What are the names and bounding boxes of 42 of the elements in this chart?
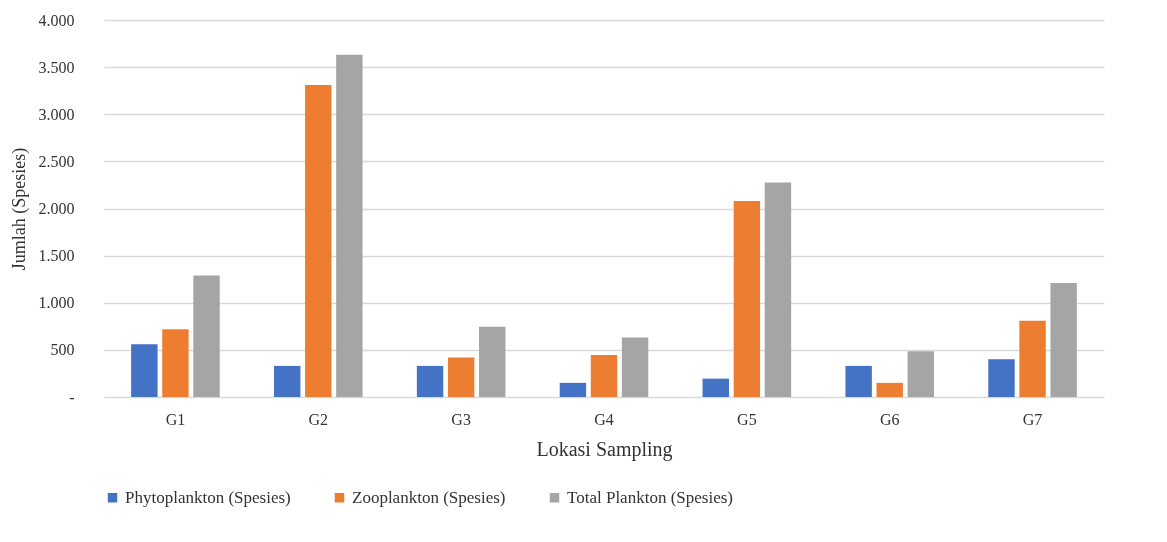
bar xyxy=(274,365,301,397)
y-tick-label: 2.500 xyxy=(38,152,75,170)
legend-label: Phytoplankton (Spesies) xyxy=(125,487,291,507)
y-tick-label: 3.000 xyxy=(38,105,75,123)
x-tick-label: G3 xyxy=(451,410,471,428)
y-tick-label: 3.500 xyxy=(38,58,75,76)
bar xyxy=(447,357,475,397)
bar xyxy=(764,182,792,397)
bar xyxy=(131,344,158,397)
bar xyxy=(988,359,1015,397)
legend-label: Total Plankton (Spesies) xyxy=(567,487,733,507)
x-tick-label: G4 xyxy=(594,410,614,428)
bar xyxy=(193,275,220,397)
x-tick-label: G2 xyxy=(308,410,329,428)
x-tick-label: G1 xyxy=(165,410,186,428)
bar xyxy=(702,378,729,397)
y-tick-label: 1.000 xyxy=(38,294,75,312)
bar xyxy=(876,382,903,397)
y-tick-label: 1.500 xyxy=(38,247,75,265)
bar xyxy=(416,365,444,397)
y-tick-label: 4.000 xyxy=(38,11,75,29)
bar xyxy=(590,355,618,397)
bar xyxy=(559,382,587,397)
bar xyxy=(845,365,872,397)
bar xyxy=(907,351,934,397)
x-tick-label: G6 xyxy=(879,410,900,428)
bar xyxy=(305,85,332,397)
bar xyxy=(1019,320,1046,397)
bar xyxy=(479,326,506,397)
y-tick-label: 500 xyxy=(50,341,75,359)
y-tick-label: - xyxy=(69,388,75,406)
bar xyxy=(1050,282,1077,397)
bar xyxy=(336,54,363,397)
x-axis-title: Lokasi Sampling xyxy=(536,437,673,461)
legend-label: Zooplankton (Spesies) xyxy=(352,487,506,507)
y-axis-title: Jumlah (Spesies) xyxy=(8,147,30,271)
x-tick-label: G5 xyxy=(737,410,757,428)
bar xyxy=(162,329,189,397)
bar xyxy=(733,200,761,397)
y-tick-label: 2.000 xyxy=(38,200,75,217)
x-tick-label: G7 xyxy=(1022,410,1043,428)
bar xyxy=(621,337,649,397)
